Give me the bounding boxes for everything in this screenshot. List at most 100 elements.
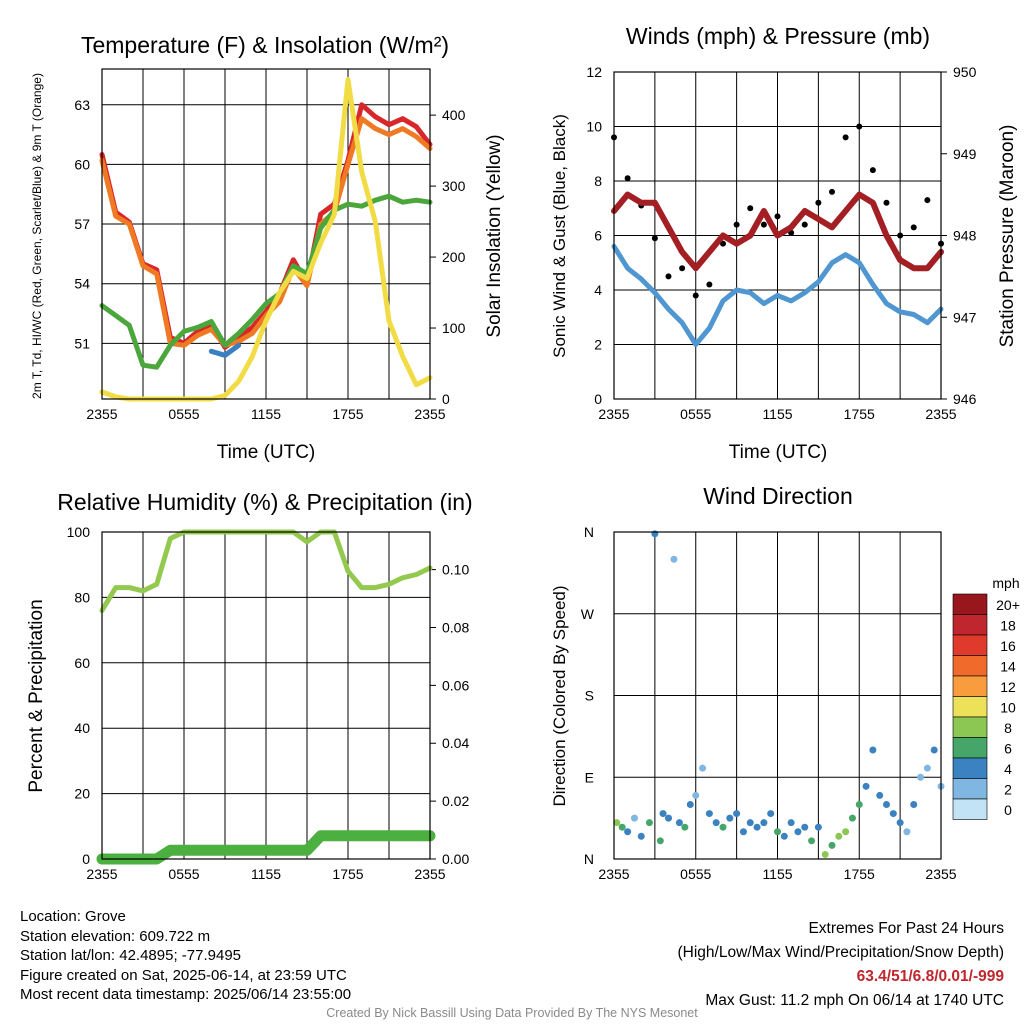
legend-swatch bbox=[952, 614, 988, 636]
direction-point bbox=[889, 810, 897, 818]
direction-ylabel: Direction (Colored By Speed) bbox=[550, 585, 569, 806]
extremes-info: Extremes For Past 24 Hours (High/Low/Max… bbox=[678, 917, 1005, 1013]
y2-tick-label: 400 bbox=[442, 107, 466, 123]
direction-point bbox=[699, 764, 707, 772]
y2-tick-label: 946 bbox=[953, 391, 977, 407]
y2-tick-label: 948 bbox=[953, 228, 977, 244]
direction-point bbox=[794, 828, 802, 836]
y2-tick-label: 0.04 bbox=[442, 735, 469, 751]
gust-point bbox=[706, 281, 713, 288]
gust-point bbox=[829, 188, 835, 195]
gust-point bbox=[842, 134, 849, 141]
y-tick-label: W bbox=[581, 606, 595, 622]
y-tick-label: 57 bbox=[74, 216, 90, 232]
gust-point bbox=[624, 175, 631, 182]
legend-title: mph bbox=[992, 575, 1019, 591]
y-tick-label: N bbox=[584, 851, 594, 867]
speed-legend: mph 20+ 18 16 14 12 10 8 6 4 2 0 bbox=[952, 575, 1020, 820]
direction-point bbox=[814, 823, 822, 831]
direction-point bbox=[835, 832, 843, 840]
station-elevation: Station elevation: 609.722 m bbox=[20, 927, 211, 945]
direction-title: Wind Direction bbox=[703, 483, 853, 509]
direction-point bbox=[659, 810, 667, 818]
station-latlon: Station lat/lon: 42.4895; -77.9495 bbox=[20, 947, 242, 964]
direction-point bbox=[917, 773, 925, 781]
direction-point bbox=[896, 819, 904, 827]
temperature-panel: Temperature (F) & Insolation (W/m²) Time… bbox=[30, 32, 505, 463]
gust-point bbox=[760, 221, 767, 228]
x-tick-label: 1755 bbox=[844, 866, 875, 882]
x-tick-label: 1155 bbox=[762, 866, 792, 882]
humidity-title: Relative Humidity (%) & Precipitation (i… bbox=[57, 489, 472, 515]
y2-tick-label: 0 bbox=[442, 391, 450, 407]
wind-xlabel: Time (UTC) bbox=[729, 442, 828, 463]
legend-label: 16 bbox=[1000, 638, 1016, 654]
direction-point bbox=[630, 814, 638, 822]
temperature-ylabel: 2m T, Td, HI/WC (Red, Green, Scarlet/Blu… bbox=[30, 73, 44, 399]
x-tick-label: 0555 bbox=[680, 406, 711, 422]
legend-label: 6 bbox=[1004, 741, 1012, 757]
recent-timestamp: Most recent data timestamp: 2025/06/14 2… bbox=[20, 986, 352, 1003]
direction-point bbox=[739, 828, 747, 836]
direction-point bbox=[821, 850, 829, 858]
gust-point bbox=[815, 199, 822, 206]
y-tick-label: 6 bbox=[594, 228, 602, 244]
credit-line: Created By Nick Bassill Using Data Provi… bbox=[326, 1006, 698, 1020]
max-gust: Max Gust: 11.2 mph On 06/14 at 1740 UTC bbox=[705, 992, 1004, 1009]
direction-point bbox=[618, 823, 626, 831]
x-tick-label: 2355 bbox=[598, 406, 629, 422]
direction-point bbox=[923, 764, 931, 772]
direction-point bbox=[651, 530, 659, 538]
gust-point bbox=[679, 265, 686, 272]
wind-panel: Winds (mph) & Pressure (mb) Time (UTC) S… bbox=[550, 23, 1018, 463]
gust-point bbox=[651, 235, 658, 242]
gust-point bbox=[883, 199, 890, 206]
y2-tick-label: 100 bbox=[442, 320, 466, 336]
direction-point bbox=[801, 823, 809, 831]
y-tick-label: 51 bbox=[74, 335, 90, 351]
direction-panel: Wind Direction Direction (Colored By Spe… bbox=[550, 483, 957, 882]
direction-point bbox=[855, 801, 863, 808]
direction-point bbox=[733, 810, 741, 818]
direction-point bbox=[645, 819, 653, 827]
y2-tick-label: 949 bbox=[953, 146, 977, 162]
direction-point bbox=[613, 819, 621, 827]
y2-tick-label: 947 bbox=[953, 309, 977, 325]
extremes-subtitle: (High/Low/Max Wind/Precipitation/Snow De… bbox=[677, 944, 1005, 961]
x-tick-label: 0555 bbox=[680, 866, 711, 882]
direction-point bbox=[670, 555, 678, 563]
x-tick-label: 1155 bbox=[251, 866, 281, 882]
extremes-title: Extremes For Past 24 Hours bbox=[808, 920, 1004, 937]
temperature-title: Temperature (F) & Insolation (W/m²) bbox=[81, 32, 449, 58]
temperature-xlabel: Time (UTC) bbox=[217, 442, 316, 463]
direction-point bbox=[787, 819, 795, 827]
direction-point bbox=[910, 801, 918, 808]
direction-point bbox=[862, 782, 870, 790]
y-tick-label: 54 bbox=[74, 276, 90, 292]
direction-point bbox=[848, 814, 856, 822]
gust-point bbox=[924, 197, 931, 204]
gust-point bbox=[869, 167, 876, 174]
y-tick-label: 8 bbox=[594, 173, 602, 189]
y-tick-label: 0 bbox=[594, 391, 602, 407]
plot-frame bbox=[101, 68, 431, 400]
gust-point bbox=[910, 224, 917, 231]
x-tick-label: 0555 bbox=[168, 406, 199, 422]
x-tick-label: 2355 bbox=[86, 406, 117, 422]
direction-point bbox=[753, 823, 761, 831]
gust-point bbox=[801, 221, 808, 228]
x-tick-label: 2355 bbox=[925, 406, 956, 422]
y2-tick-label: 950 bbox=[953, 64, 977, 80]
plot-frame bbox=[613, 531, 942, 860]
legend-label: 2 bbox=[1004, 782, 1012, 798]
gust-point bbox=[897, 232, 904, 239]
y-tick-label: 0 bbox=[82, 851, 90, 867]
x-tick-label: 1155 bbox=[251, 406, 281, 422]
wind-y2label: Station Pressure (Maroon) bbox=[997, 125, 1018, 348]
legend-swatch bbox=[952, 757, 988, 779]
gust-point bbox=[665, 273, 672, 280]
y-tick-label: 12 bbox=[586, 64, 602, 80]
direction-point bbox=[869, 746, 877, 754]
x-tick-label: 2355 bbox=[925, 866, 956, 882]
